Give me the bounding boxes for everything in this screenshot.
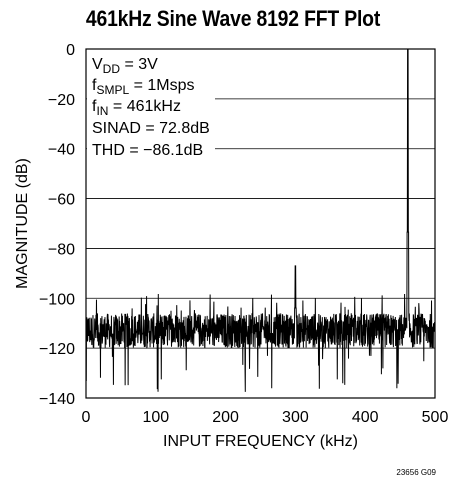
x-axis-label: INPUT FREQUENCY (kHz) <box>163 433 358 450</box>
plot-frame <box>85 48 436 399</box>
annotation-vdd: VDD = 3V <box>92 56 158 76</box>
y-tick-label: 0 <box>66 42 75 59</box>
annotation-fsmpl: fSMPL = 1Msps <box>92 77 195 97</box>
annotation-box <box>87 50 215 162</box>
x-tick-label: 200 <box>212 409 239 426</box>
annotation-block: VDD = 3V fSMPL = 1Msps fIN = 461kHz SINA… <box>92 56 210 159</box>
x-tick-labels: 0 100 200 300 400 500 <box>82 409 449 426</box>
annotation-sinad: SINAD = 72.8dB <box>92 120 210 137</box>
figure-code: 23656 G09 <box>396 468 436 477</box>
y-tick-labels: 0 −20 −40 −60 −80 −100 −120 −140 <box>39 42 75 408</box>
annotation-fin: fIN = 461kHz <box>92 98 181 118</box>
x-tick-label: 500 <box>422 409 449 426</box>
x-tick-label: 100 <box>142 409 169 426</box>
annotation-thd: THD = −86.1dB <box>92 142 203 159</box>
y-tick-label: −80 <box>48 241 75 258</box>
y-tick-label: −120 <box>39 341 75 358</box>
fft-series-line <box>85 48 436 392</box>
x-tick-label: 0 <box>82 409 91 426</box>
y-tick-label: −20 <box>48 92 75 109</box>
y-tick-label: −60 <box>48 192 75 209</box>
y-tick-label: −40 <box>48 142 75 159</box>
y-axis-label: MAGNITUDE (dB) <box>14 158 31 289</box>
x-tick-label: 300 <box>282 409 309 426</box>
x-tick-label: 400 <box>352 409 379 426</box>
y-tick-label: −140 <box>39 391 75 408</box>
chart-title: 461kHz Sine Wave 8192 FFT Plot <box>85 6 381 31</box>
y-tick-label: −100 <box>39 291 75 308</box>
